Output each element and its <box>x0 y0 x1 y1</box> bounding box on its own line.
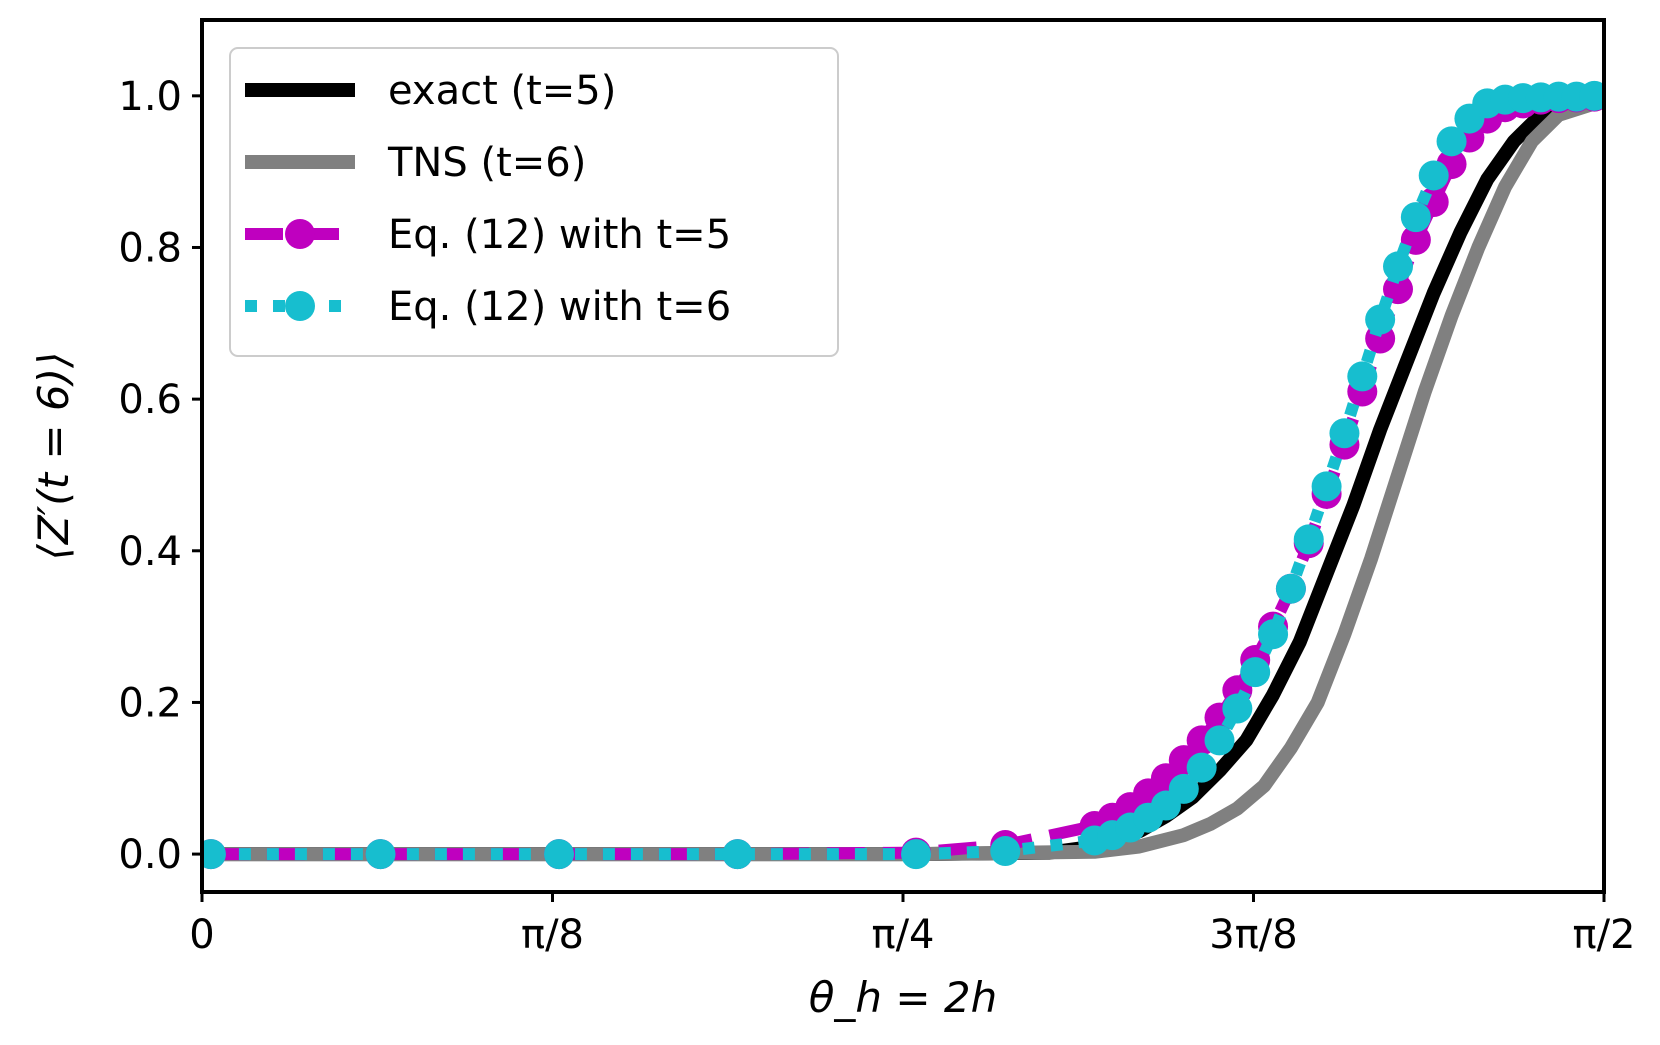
x-tick-label: π/2 <box>1572 912 1635 958</box>
data-point <box>1293 524 1324 555</box>
series-line <box>202 96 1597 862</box>
data-point <box>1168 773 1199 804</box>
data-point <box>202 839 226 870</box>
y-tick-label: 1.0 <box>118 74 182 120</box>
legend-label: exact (t=5) <box>388 68 616 114</box>
legend-entry: Eq. (12) with t=5 <box>245 212 731 258</box>
data-point <box>365 839 396 870</box>
legend-label: TNS (t=6) <box>387 140 586 186</box>
data-point <box>1186 752 1217 783</box>
data-point <box>1311 471 1342 502</box>
data-point <box>1418 160 1449 191</box>
data-point <box>1365 304 1396 335</box>
y-tick-label: 0.4 <box>118 529 182 575</box>
data-point <box>1347 361 1378 392</box>
x-tick-label: π/4 <box>871 912 934 958</box>
legend-entry: Eq. (12) with t=6 <box>245 284 731 330</box>
x-tick-label: π/8 <box>521 912 584 958</box>
data-point <box>1436 126 1467 157</box>
data-point <box>990 836 1021 867</box>
legend-marker <box>285 219 315 249</box>
data-point <box>1383 251 1414 282</box>
data-point <box>722 839 753 870</box>
legend-entry: exact (t=5) <box>245 68 616 114</box>
x-tick-label: 0 <box>189 912 214 958</box>
x-axis-label: θ_h = 2h <box>809 973 998 1022</box>
series-2 <box>202 96 1597 862</box>
x-tick-label: 3π/8 <box>1209 912 1297 958</box>
data-point <box>1258 619 1289 650</box>
y-axis-label: ⟨Z′(t = 6)⟩ <box>29 352 78 561</box>
data-point <box>1222 693 1253 724</box>
data-point <box>1204 725 1235 756</box>
legend-entry: TNS (t=6) <box>245 140 586 186</box>
y-tick-label: 0.6 <box>118 377 182 423</box>
y-axis: 0.0 0.2 0.4 0.6 0.8 1.0 <box>118 74 202 878</box>
data-point <box>1579 80 1604 111</box>
legend-label: Eq. (12) with t=6 <box>388 284 731 330</box>
legend: exact (t=5) TNS (t=6) Eq. (12) with t=5 Eq.… <box>229 47 839 357</box>
y-tick-label: 0.0 <box>118 832 182 878</box>
x-axis: 0 π/8 π/4 3π/8 π/2 <box>189 892 1636 958</box>
data-point <box>1240 657 1271 688</box>
series-4 <box>202 80 1604 870</box>
data-point <box>1329 418 1360 449</box>
legend-label: Eq. (12) with t=5 <box>388 212 731 258</box>
data-point <box>1383 274 1414 305</box>
y-tick-label: 0.2 <box>118 680 182 726</box>
data-point <box>1275 573 1306 604</box>
series-layer <box>202 80 1604 870</box>
data-point <box>901 839 932 870</box>
y-tick-label: 0.8 <box>118 225 182 271</box>
data-point <box>1400 202 1431 233</box>
data-point <box>544 839 575 870</box>
legend-box <box>229 47 839 357</box>
legend-marker <box>285 291 315 321</box>
